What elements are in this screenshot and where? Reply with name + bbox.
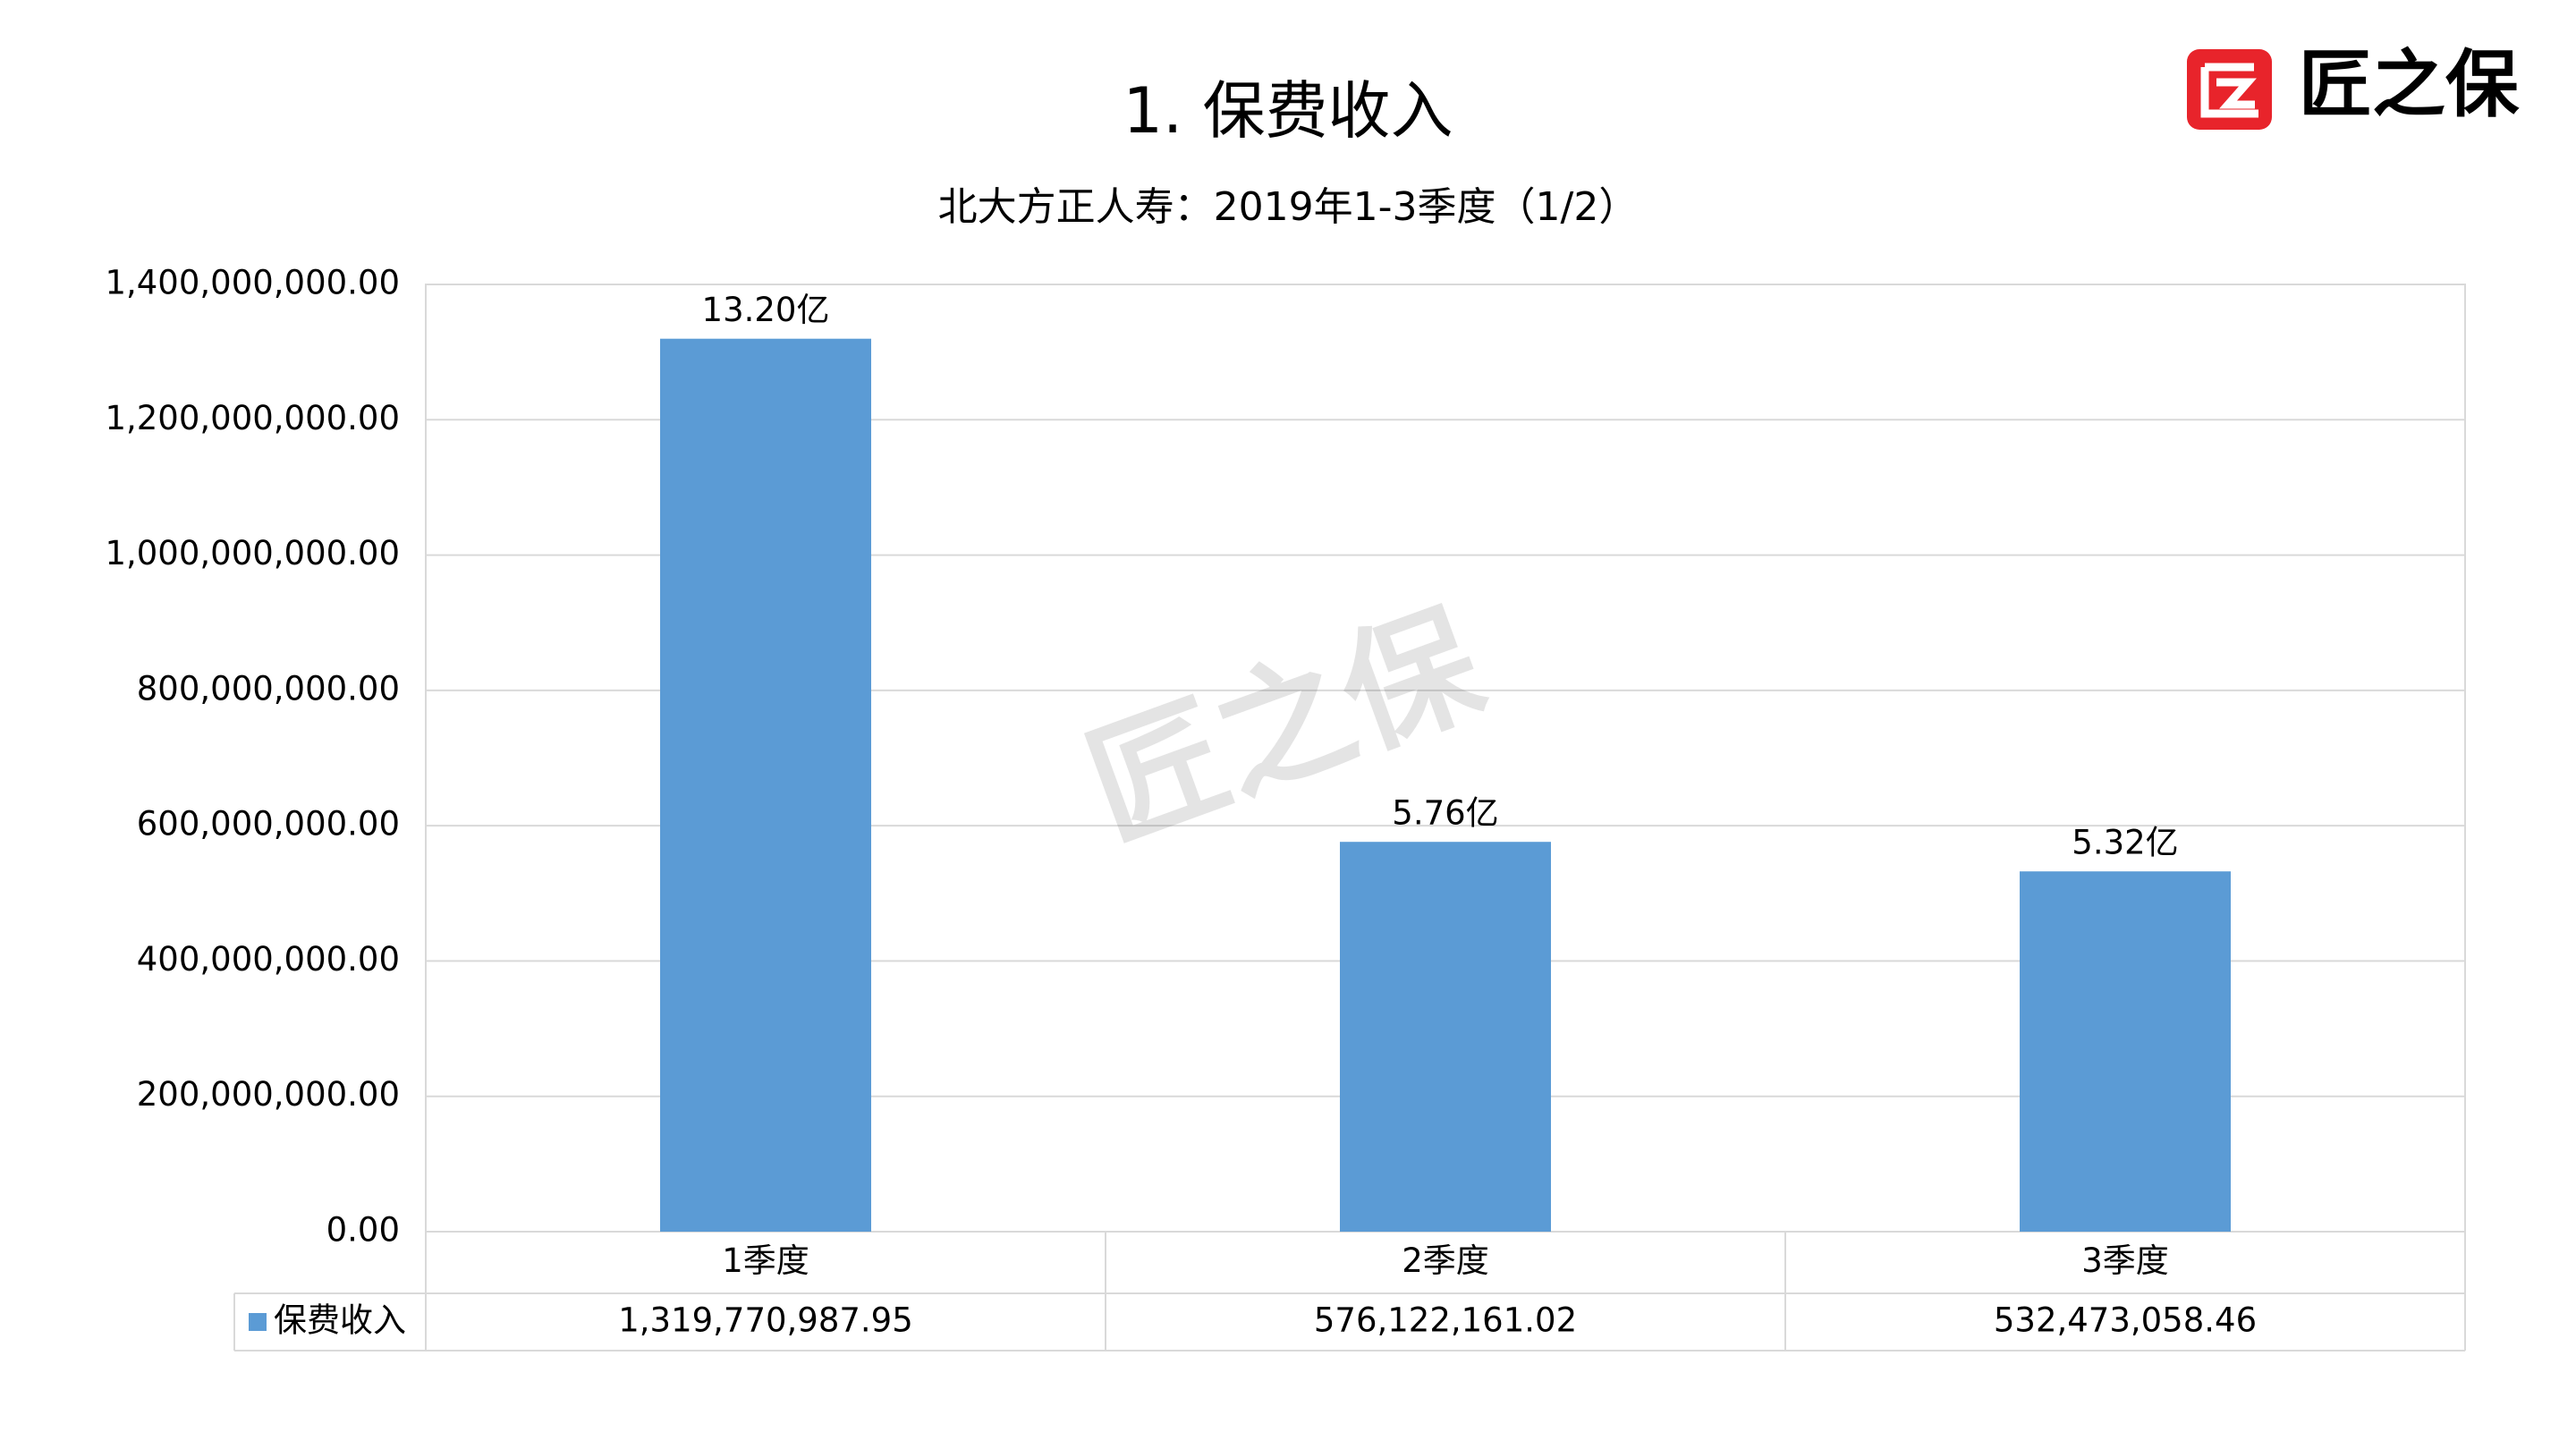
bar [1340,842,1551,1232]
plot: 0.00 200,000,000.00 400,000,000.00 600,000,… [105,264,2466,1352]
bar [2020,871,2231,1232]
chart-title: 1. 保费收入 [1123,74,1453,148]
x-tick-label: 2季度 [1402,1241,1489,1280]
legend-key [249,1313,267,1331]
y-tick-label: 200,000,000.00 [137,1075,400,1114]
table-value: 532,473,058.46 [1994,1301,2257,1340]
chart-subtitle: 北大方正人寿：2019年1-3季度（1/2） [938,184,1639,230]
y-tick-label: 800,000,000.00 [137,669,400,708]
data-label: 13.20亿 [702,291,830,329]
y-tick-label: 1,200,000,000.00 [105,399,400,437]
data-label: 5.32亿 [2072,824,2178,862]
y-tick-label: 600,000,000.00 [137,805,400,843]
y-tick-label: 1,400,000,000.00 [105,264,400,302]
data-label: 5.76亿 [1392,794,1498,833]
table-value: 1,319,770,987.95 [618,1301,913,1340]
logo-text: 匠之保 [2299,42,2520,127]
y-tick-label: 1,000,000,000.00 [105,534,400,572]
table-value: 576,122,161.02 [1314,1301,1577,1340]
x-tick-label: 1季度 [722,1241,809,1280]
y-tick-label: 0.00 [326,1211,400,1250]
legend-label: 保费收入 [274,1301,406,1340]
bar [660,338,871,1233]
x-tick-label: 3季度 [2081,1241,2169,1280]
y-tick-label: 400,000,000.00 [137,940,400,979]
logo-glyph [2200,63,2258,118]
logo: 匠之保 [2187,42,2520,130]
